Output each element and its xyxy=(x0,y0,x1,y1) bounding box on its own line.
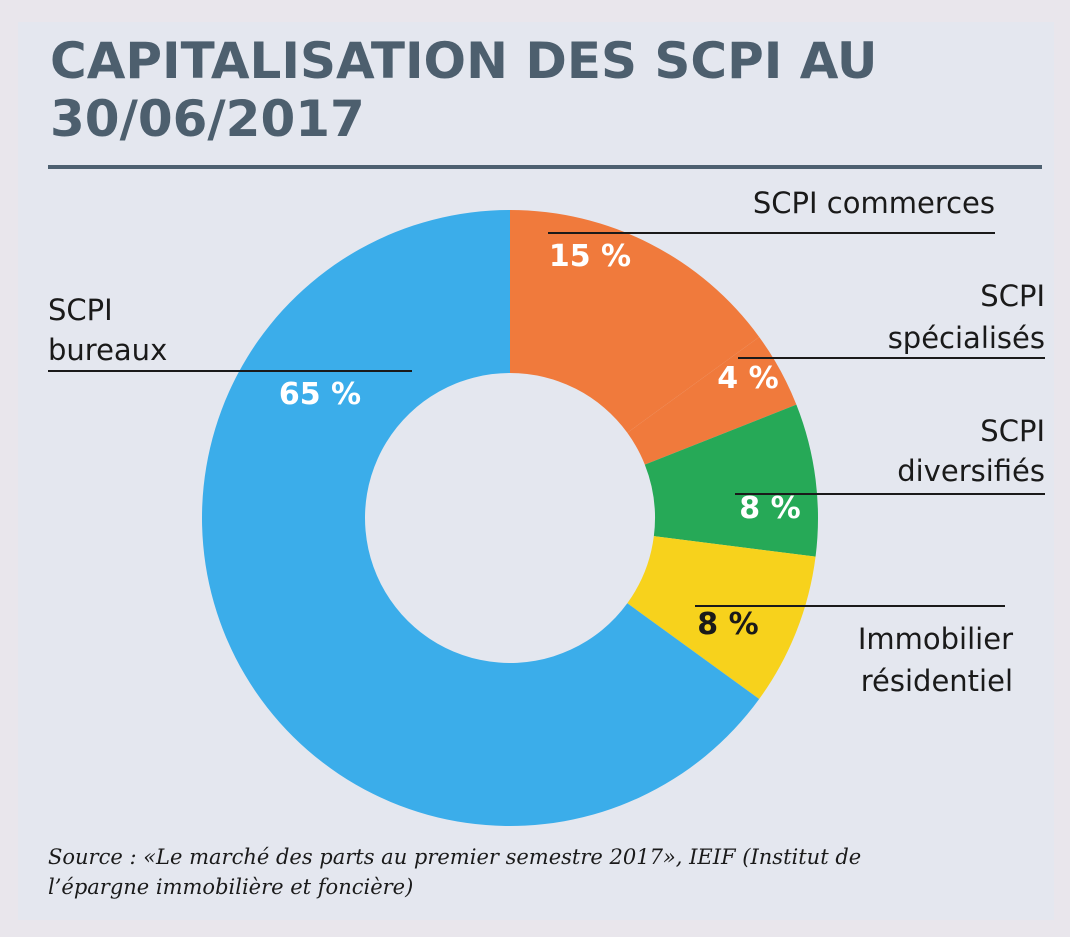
slice-label-3-line-1: résidentiel xyxy=(861,664,1013,698)
source-note: Source : «Le marché des parts au premier… xyxy=(48,842,1048,902)
slice-label-4-line-1: bureaux xyxy=(48,333,167,367)
slice-label-4-line-0: SCPI xyxy=(48,293,113,327)
title-line-1: CAPITALISATION DES SCPI AU xyxy=(50,32,878,90)
source-line-1: Source : «Le marché des parts au premier… xyxy=(48,845,862,869)
slice-value-label-4: 65 % xyxy=(279,377,361,412)
slice-value-label-1: 4 % xyxy=(717,361,778,396)
donut-slice-3 xyxy=(627,536,816,700)
source-line-2: l’épargne immobilière et foncière) xyxy=(48,875,414,899)
slice-label-1-line-1: spécialisés xyxy=(888,321,1045,355)
donut-slice-2 xyxy=(644,404,818,557)
title-line-2: 30/06/2017 xyxy=(50,90,365,148)
slice-label-1-line-0: SCPI xyxy=(980,279,1045,313)
chart-title: CAPITALISATION DES SCPI AU 30/06/2017 xyxy=(50,32,1040,148)
donut-slice-4 xyxy=(201,210,760,826)
slice-label-3-line-0: Immobilier xyxy=(858,622,1013,656)
donut-slice-0 xyxy=(510,210,760,433)
slice-label-2-line-0: SCPI xyxy=(980,414,1045,448)
title-rule xyxy=(48,165,1042,169)
donut-slice-1 xyxy=(627,336,797,465)
slice-value-label-0: 15 % xyxy=(549,239,631,274)
slice-label-0-line-0: SCPI commerces xyxy=(753,186,995,220)
slice-value-label-2: 8 % xyxy=(739,491,800,526)
slice-value-label-3: 8 % xyxy=(697,607,758,642)
slice-label-2-line-1: diversifiés xyxy=(897,454,1045,488)
